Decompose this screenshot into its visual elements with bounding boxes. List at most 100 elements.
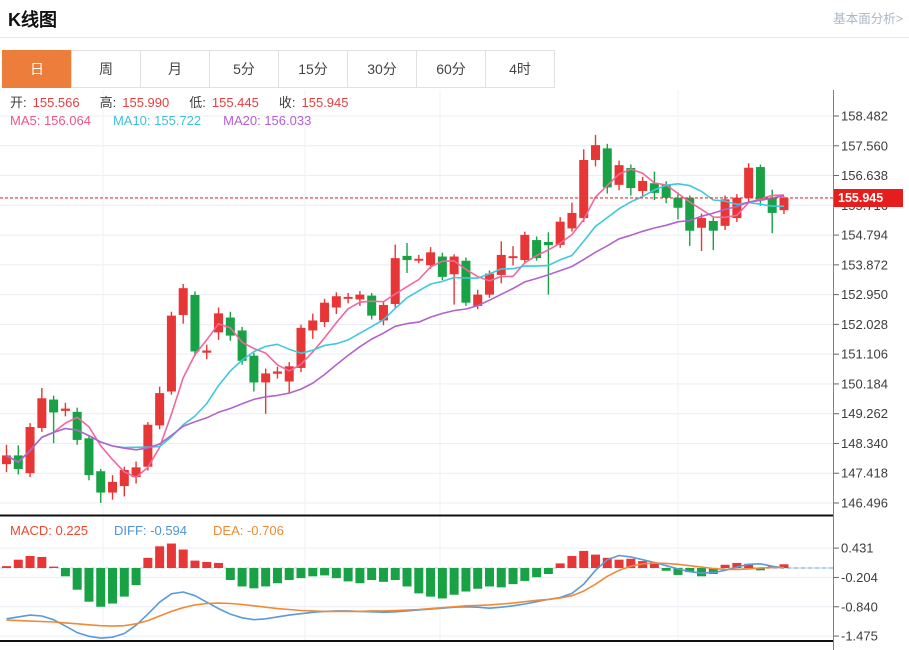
macd-bar <box>225 568 235 580</box>
macd-header: MACD: 0.225 DIFF: -0.594 DEA: -0.706 <box>10 523 284 539</box>
macd-bar <box>390 568 400 580</box>
axis-tick-label: 153.872 <box>841 257 888 272</box>
title-divider <box>0 37 909 38</box>
candle-body <box>755 167 765 200</box>
tab-4时[interactable]: 4时 <box>485 50 555 88</box>
macd-bar <box>614 559 624 568</box>
macd-bar <box>755 568 765 571</box>
macd-bar <box>649 563 659 568</box>
tab-周[interactable]: 周 <box>71 50 141 88</box>
macd-bar <box>166 543 176 568</box>
candle-body <box>225 317 235 336</box>
last-price-tag: 155.945 <box>834 189 903 207</box>
candle-body <box>449 256 459 275</box>
axis-tick-label: 146.496 <box>841 496 888 511</box>
candle-body <box>437 256 447 277</box>
macd-bar <box>119 568 129 597</box>
tab-30分[interactable]: 30分 <box>347 50 417 88</box>
axis-tick-label: -0.840 <box>841 599 878 614</box>
macd-bar <box>343 568 353 582</box>
ma20-value: MA20: 156.033 <box>223 113 312 128</box>
axis-tick-label: 158.482 <box>841 109 888 124</box>
candle-body <box>367 295 377 316</box>
axis-tick-label: 149.262 <box>841 406 888 421</box>
axis-tick-label: 154.794 <box>841 228 888 243</box>
candle-body <box>331 296 341 308</box>
candle-body <box>461 260 471 303</box>
candle-body <box>378 304 388 321</box>
interval-tabs: 日周月 5分 15分 30分 60分 4时 <box>2 50 555 88</box>
candle-body <box>84 438 94 476</box>
candle-body <box>402 255 412 261</box>
macd-bar <box>60 568 70 577</box>
candle-body <box>249 355 259 383</box>
macd-bar <box>449 568 459 595</box>
macd-bar <box>567 556 577 568</box>
candle-body <box>767 197 777 213</box>
tab-月[interactable]: 月 <box>140 50 210 88</box>
candle-body <box>602 148 612 188</box>
candle-body <box>96 471 106 493</box>
macd-bar <box>579 550 589 568</box>
macd-bar <box>426 568 436 597</box>
macd-bar <box>720 564 730 568</box>
axis-tick-label: 148.340 <box>841 436 888 451</box>
candle-body <box>190 294 200 352</box>
ma10-line <box>6 183 784 464</box>
macd-bar <box>591 554 600 568</box>
macd-bar <box>543 568 553 574</box>
macd-bar <box>308 568 318 577</box>
page-title: K线图 <box>8 10 57 30</box>
dea-value: DEA: -0.706 <box>213 523 284 538</box>
macd-bar <box>685 568 695 573</box>
candle-body <box>343 296 353 299</box>
macd-bar <box>697 568 707 577</box>
high-value: 155.990 <box>122 95 170 110</box>
macd-bar <box>484 568 494 587</box>
tab-日[interactable]: 日 <box>2 50 72 88</box>
candle-body <box>661 184 671 198</box>
candle-body <box>543 241 553 246</box>
axis-tick-label: 152.028 <box>841 317 888 332</box>
macd-bar <box>355 568 365 584</box>
tab-15分[interactable]: 15分 <box>278 50 348 88</box>
axis-tick-label: 156.638 <box>841 168 888 183</box>
candle-body <box>143 424 153 467</box>
candle-body <box>108 481 118 493</box>
candle-body <box>155 393 165 426</box>
macd-bar <box>178 549 188 568</box>
tab-60分[interactable]: 60分 <box>416 50 486 88</box>
candle-body <box>579 159 589 219</box>
candle-body <box>697 218 707 228</box>
macd-bar <box>84 568 94 602</box>
macd-bar <box>296 568 306 579</box>
macd-bar <box>402 568 412 587</box>
macd-bar <box>673 568 683 575</box>
macd-bar <box>496 568 506 588</box>
macd-bar <box>214 562 224 568</box>
open-value: 155.566 <box>32 95 80 110</box>
tab-5分[interactable]: 5分 <box>209 50 279 88</box>
axis-tick-label: 152.950 <box>841 287 888 302</box>
fundamental-analysis-link[interactable]: 基本面分析> <box>833 12 903 26</box>
macd-bar <box>155 546 165 568</box>
dea-line <box>6 562 784 627</box>
kline-chart[interactable]: 158.482157.560156.638155.716154.794153.8… <box>0 88 909 650</box>
macd-bar <box>626 558 636 568</box>
candle-body <box>779 197 789 211</box>
candle-body <box>60 408 70 411</box>
axis-tick-label: 147.418 <box>841 466 888 481</box>
candle-body <box>214 313 224 333</box>
axis-tick-label: 151.106 <box>841 347 888 362</box>
candle-body <box>202 350 212 353</box>
macd-bar <box>473 568 483 589</box>
candle-body <box>484 273 494 295</box>
macd-bar <box>320 568 330 576</box>
macd-bar <box>732 562 742 568</box>
candle-body <box>37 398 47 428</box>
candle-body <box>390 258 400 304</box>
candle-body <box>638 180 648 191</box>
macd-bar <box>378 568 388 582</box>
candle-body <box>567 212 577 229</box>
